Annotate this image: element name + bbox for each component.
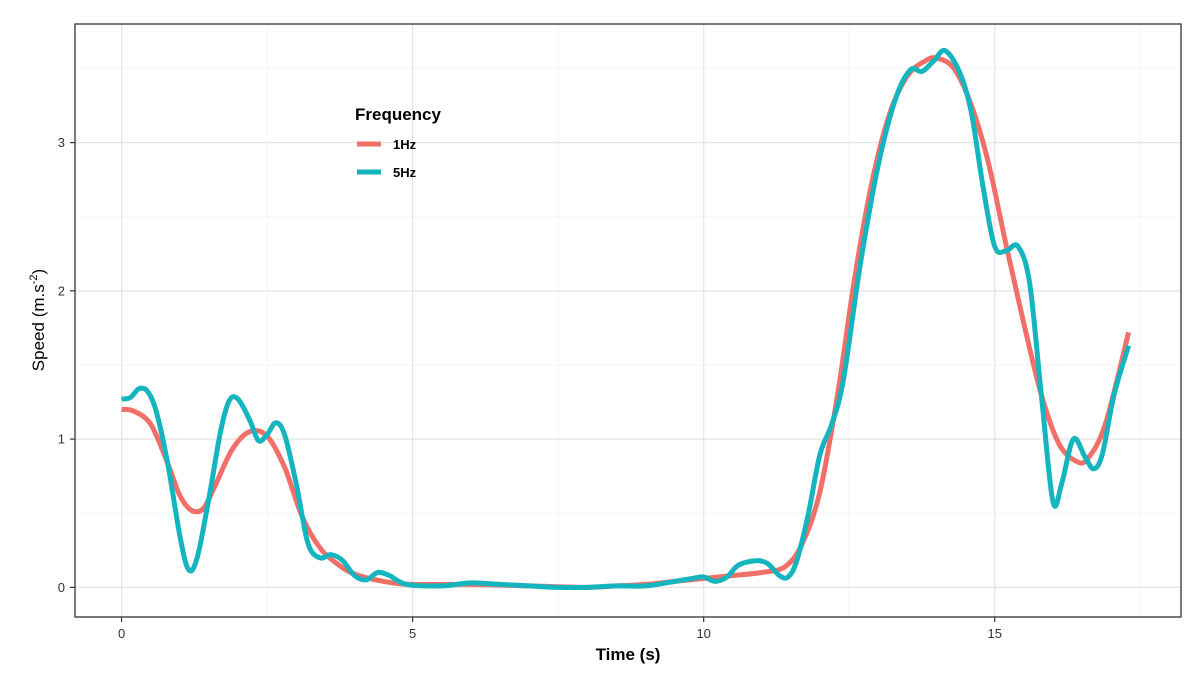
y-tick-label: 2 xyxy=(58,283,65,298)
y-tick-label: 1 xyxy=(58,432,65,447)
x-axis-ticks: 0 5 10 15 xyxy=(118,617,1002,641)
y-tick-label: 0 xyxy=(58,580,65,595)
x-tick-label: 5 xyxy=(409,626,416,641)
x-axis-title: Time (s) xyxy=(596,645,661,664)
y-axis-ticks: 0 1 2 3 xyxy=(58,135,75,595)
x-tick-label: 15 xyxy=(987,626,1001,641)
y-axis-title-superscript: -2 xyxy=(28,274,40,284)
legend-label-1hz: 1Hz xyxy=(393,137,417,152)
legend: Frequency 1Hz 5Hz xyxy=(355,105,442,180)
series-lines xyxy=(121,47,1132,591)
series-line-5hz xyxy=(121,47,1131,591)
y-tick-label: 3 xyxy=(58,135,65,150)
y-axis-title: Speed (m.s-2) xyxy=(28,269,48,371)
x-tick-label: 0 xyxy=(118,626,125,641)
minor-grid xyxy=(75,24,1181,617)
y-axis-title-close: ) xyxy=(29,269,48,275)
plot-background xyxy=(75,24,1181,617)
legend-label-5hz: 5Hz xyxy=(393,165,417,180)
y-axis-title-main: Speed (m.s xyxy=(29,284,48,371)
plot-border xyxy=(74,23,1182,618)
x-tick-label: 10 xyxy=(696,626,710,641)
legend-title: Frequency xyxy=(355,105,442,124)
